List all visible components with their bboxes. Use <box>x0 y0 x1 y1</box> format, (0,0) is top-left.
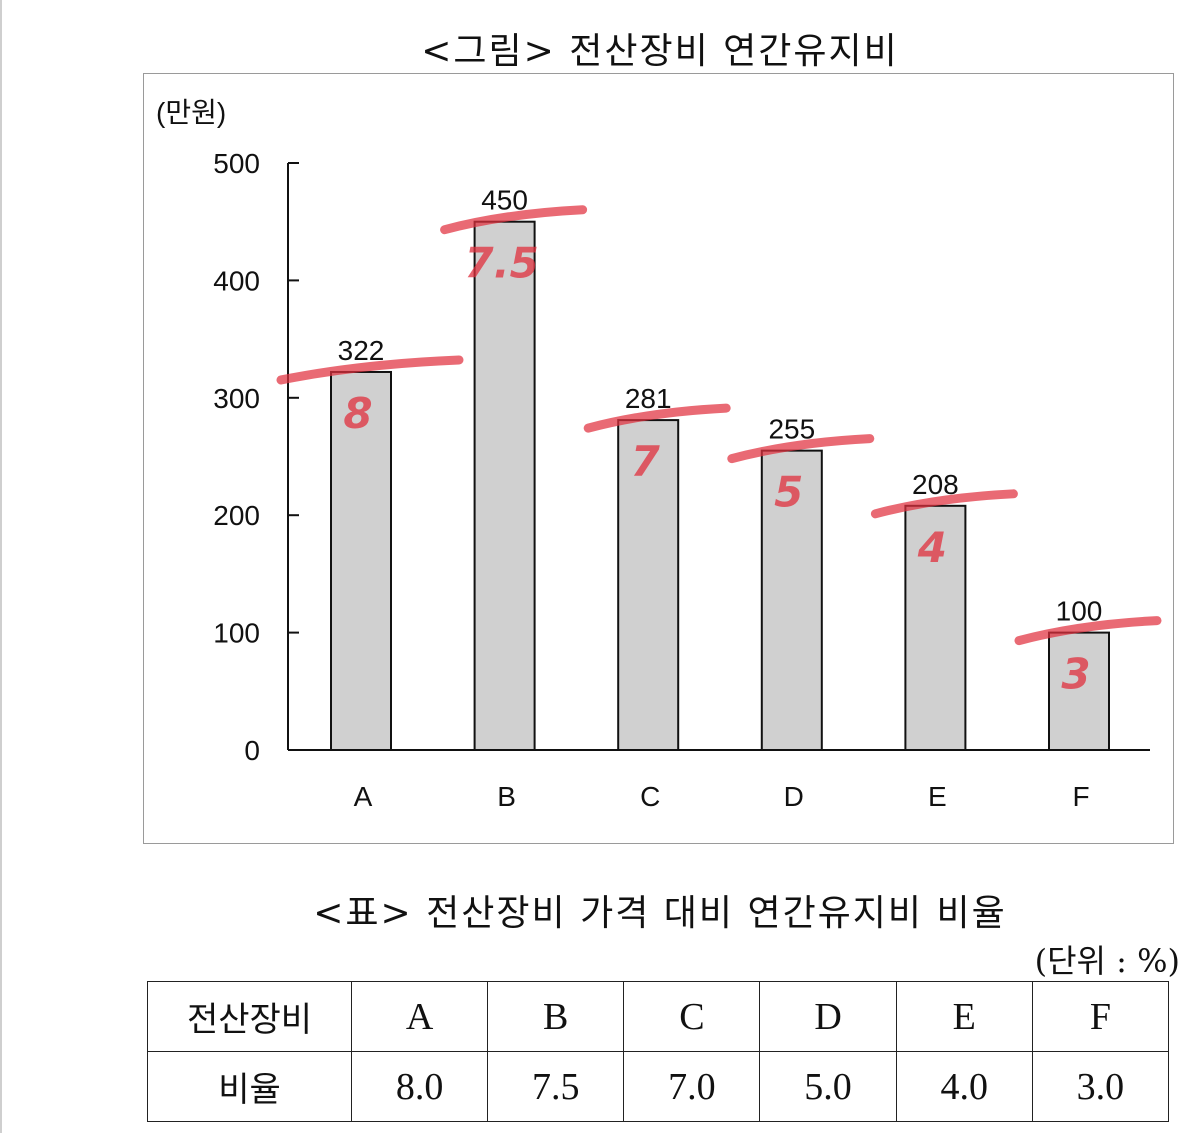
handwritten-ratio: 5 <box>774 468 803 517</box>
bar-d <box>760 449 823 751</box>
x-tick-label: C <box>640 781 660 812</box>
table-value-row: 비율 8.0 7.5 7.0 5.0 4.0 3.0 <box>147 1051 1170 1122</box>
left-edge-rule <box>0 0 2 1133</box>
x-tick-label: D <box>784 781 804 812</box>
handwritten-underline <box>583 403 731 433</box>
table-header-row: 전산장비 A B C D E F <box>147 981 1170 1052</box>
table-unit: (단위 : %) <box>1034 942 1180 980</box>
data-label: 450 <box>481 185 528 216</box>
handwritten-ratio: 4 <box>917 523 947 572</box>
handwritten-ratio: 3 <box>1061 650 1090 699</box>
x-tick-label: B <box>497 781 516 812</box>
header-cell-equipment: 전산장비 <box>147 981 352 1052</box>
header-cell-f: F <box>1031 981 1170 1052</box>
header-cell-d: D <box>759 981 897 1052</box>
row-label-ratio: 비율 <box>147 1051 352 1122</box>
chart-frame <box>143 73 1174 844</box>
header-cell-a: A <box>350 981 489 1052</box>
y-axis-unit-label: (만원) <box>156 97 226 128</box>
y-tick-label: 500 <box>213 148 260 179</box>
value-cell-d: 5.0 <box>759 1051 897 1122</box>
handwritten-underline <box>1014 616 1162 646</box>
header-cell-c: C <box>623 981 761 1052</box>
handwritten-underline <box>276 355 464 385</box>
value-cell-a: 8.0 <box>350 1051 489 1122</box>
bar-f <box>1048 631 1110 751</box>
handwritten-underline <box>440 205 588 235</box>
bar-e <box>904 504 967 752</box>
figure-title: <그림> 전산장비 연간유지비 <box>421 31 899 72</box>
handwritten-ratio: 8 <box>343 389 372 438</box>
x-tick-label: A <box>354 781 373 812</box>
data-label: 208 <box>912 469 959 500</box>
data-label: 281 <box>625 383 672 414</box>
x-tick-label: F <box>1072 781 1089 812</box>
handwritten-underline <box>870 489 1018 519</box>
value-cell-f: 3.0 <box>1031 1051 1170 1122</box>
ratio-table: 전산장비 A B C D E F 비율 8.0 7.5 7.0 5.0 4.0 … <box>147 981 1170 1122</box>
handwritten-ratio: 7.5 <box>464 239 538 288</box>
bar-b <box>473 220 536 751</box>
value-cell-c: 7.0 <box>623 1051 761 1122</box>
y-tick-label: 400 <box>213 265 260 296</box>
handwritten-underline <box>727 434 875 464</box>
handwritten-ratio: 7 <box>631 437 661 486</box>
value-cell-b: 7.5 <box>487 1051 625 1122</box>
data-label: 100 <box>1056 596 1103 627</box>
bar-chart: (만원) 0 100 200 300 400 500 322 A 450 B 281 C 255 D 20… <box>156 97 1162 812</box>
data-label: 322 <box>338 335 385 366</box>
table-title: <표> 전산장비 가격 대비 연간유지비 비율 <box>313 893 1007 934</box>
y-tick-label: 200 <box>213 500 260 531</box>
value-cell-e: 4.0 <box>895 1051 1033 1122</box>
y-tick-label: 100 <box>213 618 260 649</box>
data-label: 255 <box>768 414 815 445</box>
y-tick-label: 0 <box>244 735 260 766</box>
header-cell-e: E <box>895 981 1033 1052</box>
y-tick-label: 300 <box>213 383 260 414</box>
bar-c <box>617 419 680 751</box>
header-cell-b: B <box>487 981 625 1052</box>
x-tick-label: E <box>928 781 947 812</box>
